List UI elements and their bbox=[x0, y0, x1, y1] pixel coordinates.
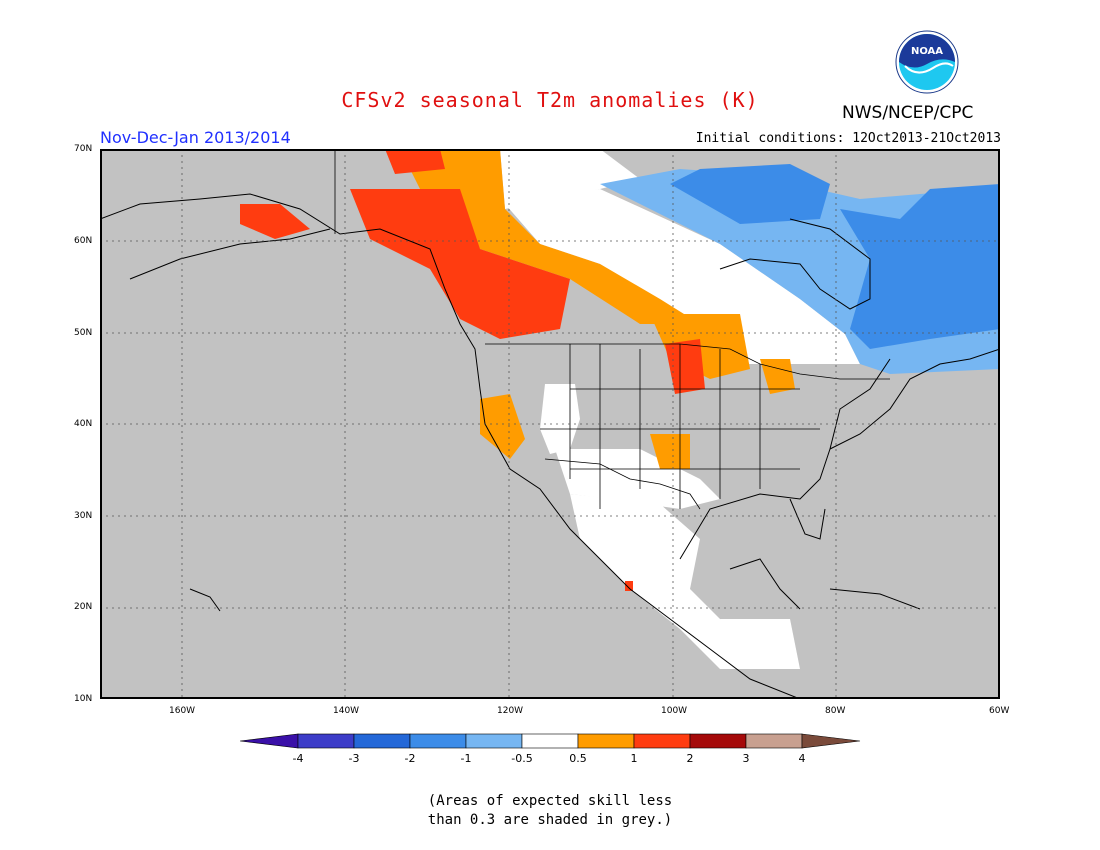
colorbar-swatch bbox=[240, 733, 299, 749]
blue-region-labrador bbox=[840, 184, 1000, 349]
colorbar-tick-label: -1 bbox=[461, 752, 472, 765]
lon-label: 120W bbox=[497, 706, 524, 716]
lat-label: 30N bbox=[74, 511, 93, 521]
blue-regions bbox=[670, 164, 1000, 349]
white-region-arctic bbox=[500, 149, 640, 209]
skill-note-line: (Areas of expected skill less bbox=[427, 793, 673, 809]
lon-label: 100W bbox=[661, 706, 688, 716]
coastline-cuba bbox=[829, 588, 921, 610]
colorbar-tick-label: -4 bbox=[293, 752, 304, 765]
colorbar-swatches bbox=[240, 733, 861, 749]
colorbar-swatch bbox=[801, 733, 861, 749]
initial-conditions-label: Initial conditions: 12Oct2013-21Oct2013 bbox=[695, 131, 1001, 146]
lon-label: 60W bbox=[989, 706, 1010, 716]
skill-note: (Areas of expected skill less than 0.3 a… bbox=[0, 792, 1100, 830]
colorbar-swatch bbox=[745, 733, 803, 749]
colorbar-swatch bbox=[521, 733, 579, 749]
colorbar-tick-label: -0.5 bbox=[511, 752, 532, 765]
colorbar-tick-label: 0.5 bbox=[569, 752, 587, 765]
white-region-mexico bbox=[570, 494, 760, 669]
coastline-east bbox=[829, 348, 1000, 450]
colorbar-swatch bbox=[633, 733, 691, 749]
lat-label: 70N bbox=[74, 144, 93, 154]
svg-text:NOAA: NOAA bbox=[911, 46, 943, 57]
map-frame bbox=[100, 149, 1000, 699]
coastlines bbox=[100, 193, 1000, 699]
lon-label: 80W bbox=[825, 706, 846, 716]
org-label: NWS/NCEP/CPC bbox=[842, 103, 974, 123]
lat-label: 20N bbox=[74, 602, 93, 612]
red-region-mexico bbox=[625, 581, 633, 591]
colorbar-tick-label: -3 bbox=[349, 752, 360, 765]
orange-region-great-lakes bbox=[760, 359, 795, 394]
colorbar-swatch bbox=[577, 733, 635, 749]
noaa-logo: NOAA bbox=[895, 30, 959, 94]
coastline-west bbox=[100, 193, 801, 699]
lon-label: 140W bbox=[333, 706, 360, 716]
coastline-gulf bbox=[679, 358, 891, 560]
colorbar-swatch bbox=[409, 733, 467, 749]
red-region-arctic bbox=[385, 149, 445, 174]
coastline-hudson bbox=[719, 218, 871, 310]
hawaii bbox=[189, 588, 221, 612]
red-region-dakotas bbox=[665, 339, 705, 394]
coastline-alaska-south bbox=[129, 228, 331, 280]
red-region-alaska bbox=[240, 204, 310, 239]
colorbar-tick-label: 2 bbox=[687, 752, 694, 765]
colorbar-swatch bbox=[465, 733, 523, 749]
orange-region-california bbox=[480, 394, 525, 459]
period-label: Nov-Dec-Jan 2013/2014 bbox=[100, 128, 291, 147]
lon-label: 160W bbox=[169, 706, 196, 716]
white-region-canada bbox=[505, 189, 860, 364]
red-regions bbox=[240, 149, 705, 591]
lat-label: 50N bbox=[74, 328, 93, 338]
colorbar-tick-label: 1 bbox=[631, 752, 638, 765]
colorbar-swatch bbox=[297, 733, 355, 749]
colorbar-tick-label: 3 bbox=[743, 752, 750, 765]
colorbar-swatch bbox=[689, 733, 747, 749]
coastline-yucatan bbox=[729, 558, 801, 610]
white-region-central-america bbox=[720, 619, 800, 669]
colorbar-tick-label: 4 bbox=[799, 752, 806, 765]
orange-region-yukon bbox=[400, 149, 700, 324]
colorbar-tick-label: -2 bbox=[405, 752, 416, 765]
coastline-florida bbox=[789, 498, 826, 540]
red-region-bc bbox=[350, 189, 570, 339]
us-mexico-border bbox=[544, 458, 701, 510]
colorbar: -4 -3 -2 -1 -0.5 0.5 1 2 3 4 bbox=[240, 733, 861, 765]
colorbar-ticks: -4 -3 -2 -1 -0.5 0.5 1 2 3 4 bbox=[293, 752, 806, 765]
grid-lines bbox=[100, 149, 1000, 699]
lat-label: 40N bbox=[74, 419, 93, 429]
blue-region-north bbox=[670, 164, 830, 224]
anomaly-map bbox=[100, 149, 1000, 699]
skill-note-line: than 0.3 are shaded in grey.) bbox=[427, 812, 673, 828]
lat-label: 10N bbox=[74, 694, 93, 704]
lat-label: 60N bbox=[74, 236, 93, 246]
chart-title: CFSv2 seasonal T2m anomalies (K) bbox=[341, 88, 759, 112]
colorbar-swatch bbox=[353, 733, 411, 749]
